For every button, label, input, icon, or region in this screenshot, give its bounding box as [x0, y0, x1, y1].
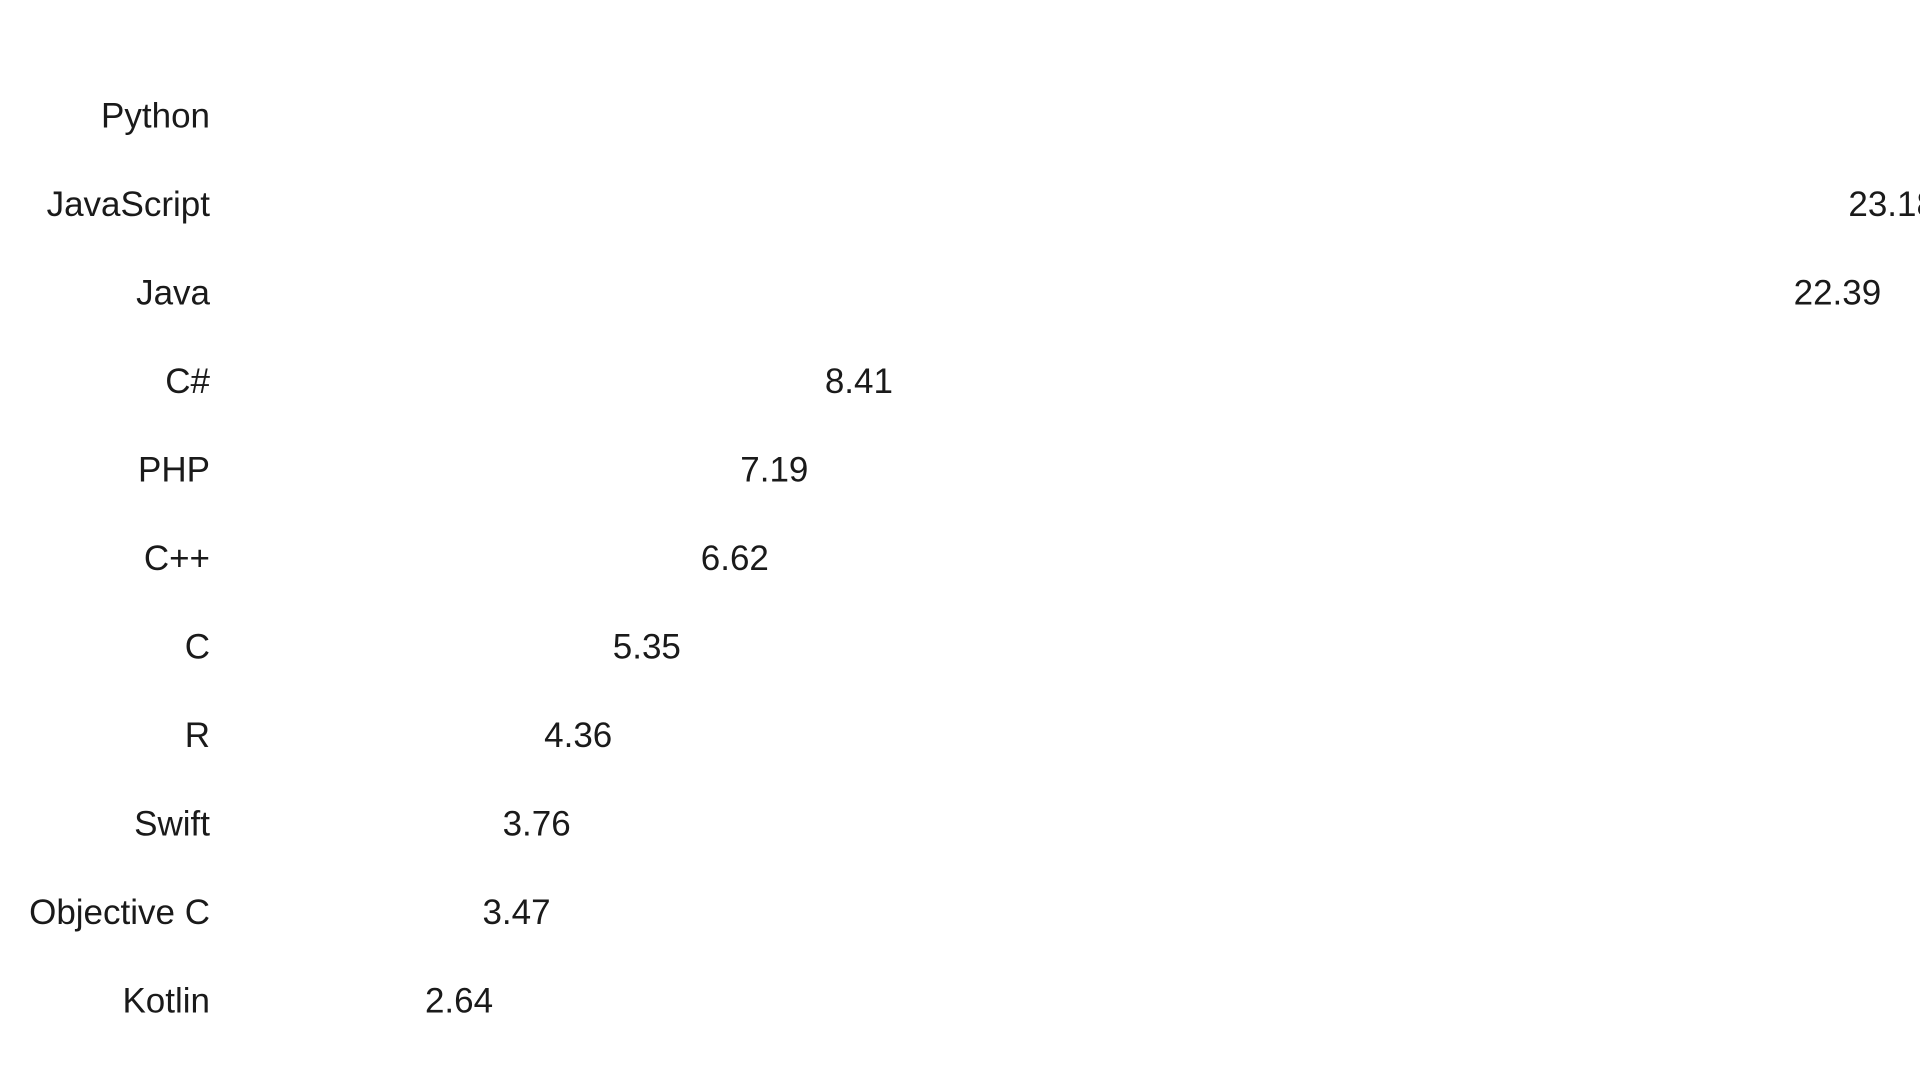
category-label-php: PHP: [138, 451, 210, 490]
category-label-c: C++: [144, 539, 210, 578]
bar-java: [228, 265, 1780, 321]
bar-javascript: [228, 176, 1835, 233]
value-label-php: 7.19: [740, 451, 808, 490]
value-label-r: 4.36: [544, 716, 612, 755]
category-label-javascript: JavaScript: [47, 185, 211, 224]
category-label-kotlin: Kotlin: [122, 982, 210, 1021]
category-label-swift: Swift: [134, 805, 210, 844]
category-label-java: Java: [136, 274, 210, 313]
bar-objective-c: [228, 884, 469, 941]
bar-c: [228, 530, 687, 587]
category-labels: Python JavaScript Java C# PHP C++ C R Swift Objec…: [29, 97, 210, 1021]
value-labels: 24.2723.1822.398.417.196.625.354.363.763…: [425, 185, 1920, 1021]
bars-layer: [228, 88, 1910, 1029]
bar-c: [228, 619, 599, 675]
value-label-swift: 3.76: [503, 805, 571, 844]
category-label-python: Python: [101, 97, 210, 136]
bar-c: [228, 353, 811, 410]
bar-php: [228, 442, 727, 498]
category-label-c: C: [185, 628, 210, 667]
bar-swift: [228, 796, 489, 852]
category-label-objective-c: Objective C: [29, 893, 210, 932]
value-label-java: 22.39: [1794, 274, 1882, 313]
bar-r: [228, 707, 531, 764]
value-label-c: 5.35: [613, 628, 681, 667]
value-label-javascript: 23.18: [1848, 185, 1920, 224]
category-label-r: R: [185, 716, 210, 755]
bar-python: [228, 88, 1910, 144]
category-label-c: C#: [165, 362, 210, 401]
value-label-c: 8.41: [825, 362, 893, 401]
value-label-kotlin: 2.64: [425, 982, 493, 1021]
value-label-objective-c: 3.47: [482, 893, 550, 932]
value-label-c: 6.62: [701, 539, 769, 578]
bar-kotlin: [228, 973, 411, 1029]
